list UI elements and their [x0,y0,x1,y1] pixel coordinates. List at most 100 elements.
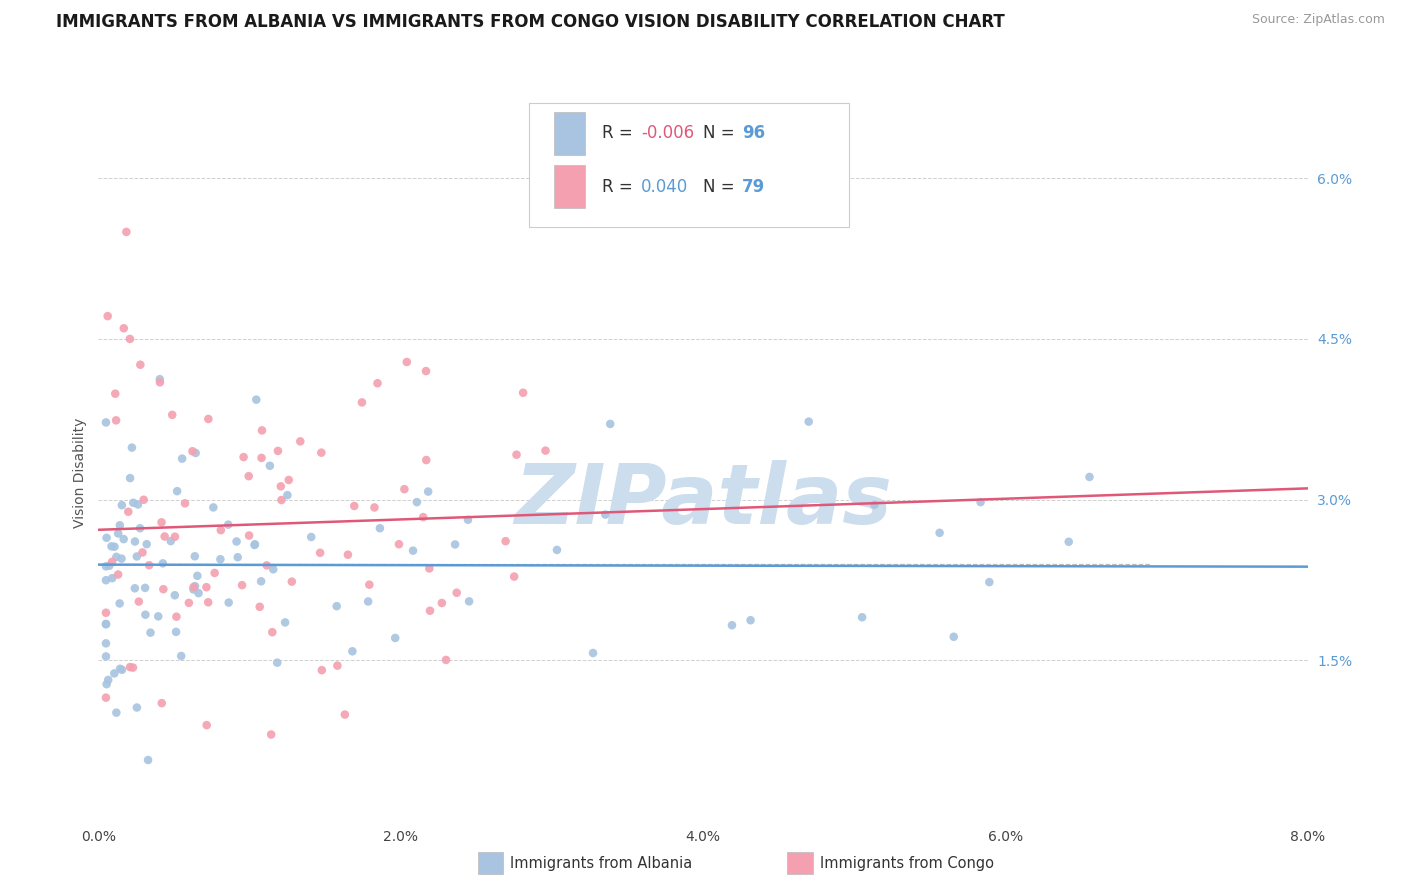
Point [418,484,440,499]
Point [163,588,186,602]
Point [444,537,467,551]
Point [128,594,150,608]
Point [238,469,260,483]
Point [103,540,125,554]
Point [250,450,273,465]
Point [740,613,762,627]
Point [326,658,349,673]
Point [395,355,418,369]
Point [277,473,299,487]
Point [412,510,434,524]
Point [350,395,373,409]
Text: IMMIGRANTS FROM ALBANIA VS IMMIGRANTS FROM CONGO VISION DISABILITY CORRELATION C: IMMIGRANTS FROM ALBANIA VS IMMIGRANTS FR… [56,13,1005,31]
Point [299,530,322,544]
Point [419,604,441,618]
Point [797,415,820,429]
Text: -0.006: -0.006 [641,125,695,143]
Point [290,434,312,449]
Point [218,596,240,610]
Point [394,482,416,496]
Point [259,458,281,473]
Point [942,630,965,644]
Point [204,566,226,580]
Point [148,609,170,624]
Text: Immigrants from Albania: Immigrants from Albania [510,856,693,871]
Point [384,631,406,645]
Point [134,581,156,595]
Point [94,416,117,430]
Point [94,617,117,632]
Point [969,495,991,509]
Point [172,451,194,466]
Point [94,616,117,631]
Point [170,648,193,663]
Point [160,408,183,422]
Point [270,493,292,508]
Point [138,558,160,573]
Point [152,582,174,597]
Point [928,525,950,540]
Point [166,484,188,499]
Text: 0.040: 0.040 [641,178,689,195]
Point [249,599,271,614]
Point [266,656,288,670]
Point [112,532,135,546]
Point [184,549,207,564]
Text: N =: N = [703,125,740,143]
Point [120,471,142,485]
Point [122,660,145,674]
Point [96,531,118,545]
Point [97,309,120,323]
Point [96,677,118,691]
Point [336,548,359,562]
Point [124,534,146,549]
Point [582,646,605,660]
Point [595,508,617,522]
Point [105,549,128,564]
Text: Source: ZipAtlas.com: Source: ZipAtlas.com [1251,13,1385,27]
Point [117,505,139,519]
Point [415,453,437,467]
Point [309,546,332,560]
Point [131,545,153,559]
Point [135,537,157,551]
Point [125,700,148,714]
Point [101,555,124,569]
Point [225,534,247,549]
Point [232,450,254,464]
Point [262,625,284,640]
Point [122,496,145,510]
Point [105,706,128,720]
Point [245,392,267,407]
Text: R =: R = [602,125,638,143]
Point [108,518,131,533]
Point [250,424,273,438]
Point [125,549,148,564]
Point [333,707,356,722]
Point [415,364,437,378]
Point [197,412,219,426]
Point [132,492,155,507]
Point [243,538,266,552]
Point [118,660,141,674]
Point [97,673,120,687]
Point [250,574,273,589]
Point [101,571,124,585]
Point [343,499,366,513]
Point [1078,470,1101,484]
Point [363,500,385,515]
Point [402,543,425,558]
Point [94,573,117,587]
Point [1057,534,1080,549]
Point [149,376,172,390]
Point [124,582,146,596]
Text: 79: 79 [742,178,766,195]
Point [153,529,176,543]
Point [186,569,208,583]
Point [231,578,253,592]
Point [118,332,141,346]
Point [136,753,159,767]
Point [107,567,129,582]
Point [181,444,204,458]
Text: 96: 96 [742,125,765,143]
